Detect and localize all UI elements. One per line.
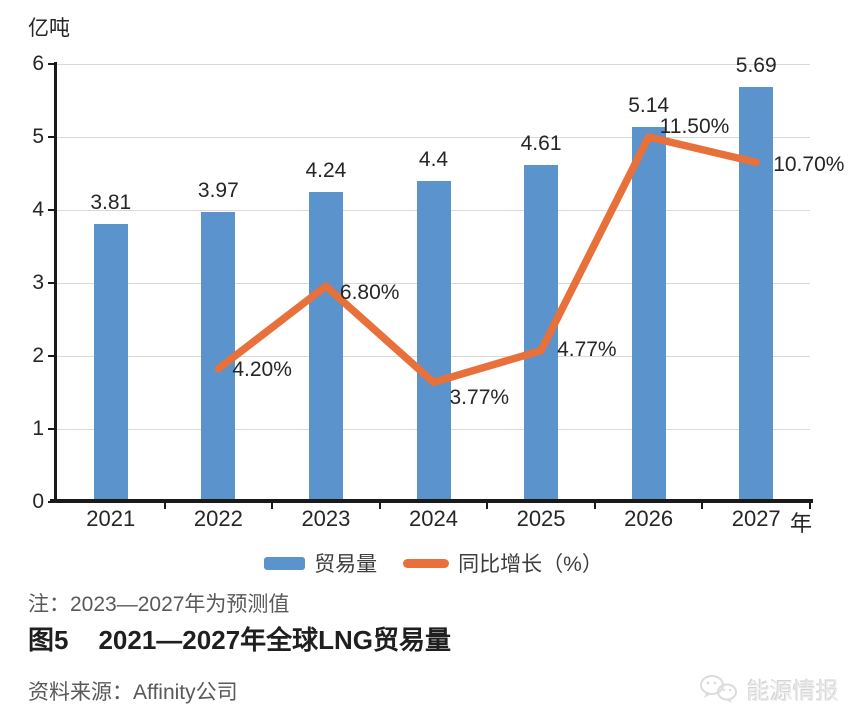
- legend-item-trade-volume: 贸易量: [264, 548, 377, 578]
- chart-legend: 贸易量 同比增长（%）: [57, 548, 810, 578]
- growth-value-label: 4.77%: [557, 337, 617, 361]
- growth-line: [214, 133, 760, 387]
- y-axis-tick-label: 3: [32, 271, 44, 294]
- legend-item-growth: 同比增长（%）: [403, 548, 603, 578]
- x-axis-tick-label: 2027: [731, 506, 781, 531]
- y-axis-tick-mark: [48, 282, 54, 284]
- y-axis-tick-mark: [48, 209, 54, 211]
- x-axis-tick-mark: [271, 503, 274, 509]
- growth-value-label: 11.50%: [659, 115, 730, 138]
- trade-volume-bar: [739, 86, 774, 502]
- gridline: [57, 64, 810, 65]
- chart-plot-area: 3.81 3.97 4.24 4.4 4.61 5.14 5.69 4.20% 6.80% 3.7…: [57, 54, 844, 502]
- y-axis-tick-mark: [48, 136, 54, 138]
- chart-note: 注：2023—2027年为预测值: [28, 593, 290, 616]
- trade-volume-bar: [308, 192, 343, 502]
- bar-value-label: 3.97: [197, 179, 239, 203]
- figure-number: 图5: [28, 625, 69, 655]
- bar-value-label: 5.14: [628, 93, 670, 117]
- legend-label: 贸易量: [314, 553, 378, 576]
- figure-title-text: 2021—2027年全球LNG贸易量: [98, 625, 452, 655]
- x-axis-tick-label: 2022: [193, 506, 243, 531]
- watermark-text: 能源情报: [747, 678, 839, 704]
- y-axis-tick-label: 6: [32, 52, 44, 75]
- bar-value-label: 4.61: [520, 132, 562, 156]
- bar-value-label: 5.69: [735, 53, 777, 77]
- y-axis-tick-mark: [48, 428, 54, 430]
- growth-value-label: 10.70%: [773, 153, 845, 177]
- growth-value-label: 4.20%: [232, 357, 292, 381]
- x-axis-tick-label: 2026: [624, 506, 674, 531]
- bar-value-label: 3.81: [90, 190, 132, 214]
- legend-label: 同比增长（%）: [458, 553, 603, 576]
- trade-volume-bar: [416, 180, 451, 502]
- y-axis-tick-label: 5: [32, 125, 44, 148]
- source-attribution: 资料来源：Affinity公司: [28, 681, 238, 704]
- wechat-icon: [699, 674, 739, 704]
- y-axis-tick-mark: [48, 501, 54, 503]
- trade-volume-bar: [631, 126, 666, 502]
- y-axis-line: [54, 62, 57, 503]
- x-axis-tick-mark: [378, 503, 381, 509]
- y-axis-tick-mark: [48, 355, 54, 357]
- legend-bar-swatch: [264, 556, 306, 570]
- x-axis-tick-label: 2021: [86, 506, 136, 531]
- x-axis-tick-label: 2024: [409, 506, 458, 531]
- publisher-watermark: 能源情报: [699, 672, 839, 706]
- growth-value-label: 3.77%: [449, 386, 510, 410]
- y-axis-tick-label: 0: [32, 490, 44, 513]
- figure-title: 图5 2021—2027年全球LNG贸易量: [28, 620, 451, 657]
- y-axis-tick-label: 4: [32, 198, 44, 221]
- trade-volume-bar: [93, 223, 128, 502]
- x-axis-unit-label: 年: [790, 511, 813, 536]
- x-axis-tick-mark: [809, 503, 811, 509]
- y-axis-tick-label: 2: [32, 344, 44, 367]
- y-axis-tick-mark: [48, 63, 54, 65]
- bar-value-label: 4.4: [418, 147, 449, 171]
- gridline: [57, 137, 810, 138]
- y-axis-unit-label: 亿吨: [28, 17, 70, 40]
- x-axis-tick-mark: [701, 503, 704, 509]
- bar-value-label: 4.24: [305, 159, 347, 183]
- x-axis-tick-mark: [593, 503, 596, 509]
- growth-value-label: 6.80%: [339, 281, 400, 305]
- x-axis-tick-label: 2025: [516, 506, 566, 531]
- x-axis-line: [50, 499, 813, 503]
- x-axis-tick-label: 2023: [301, 506, 351, 531]
- y-axis-tick-label: 1: [32, 417, 44, 440]
- legend-line-swatch: [403, 558, 450, 568]
- x-axis-tick-mark: [486, 503, 489, 509]
- x-axis-tick-mark: [163, 503, 166, 509]
